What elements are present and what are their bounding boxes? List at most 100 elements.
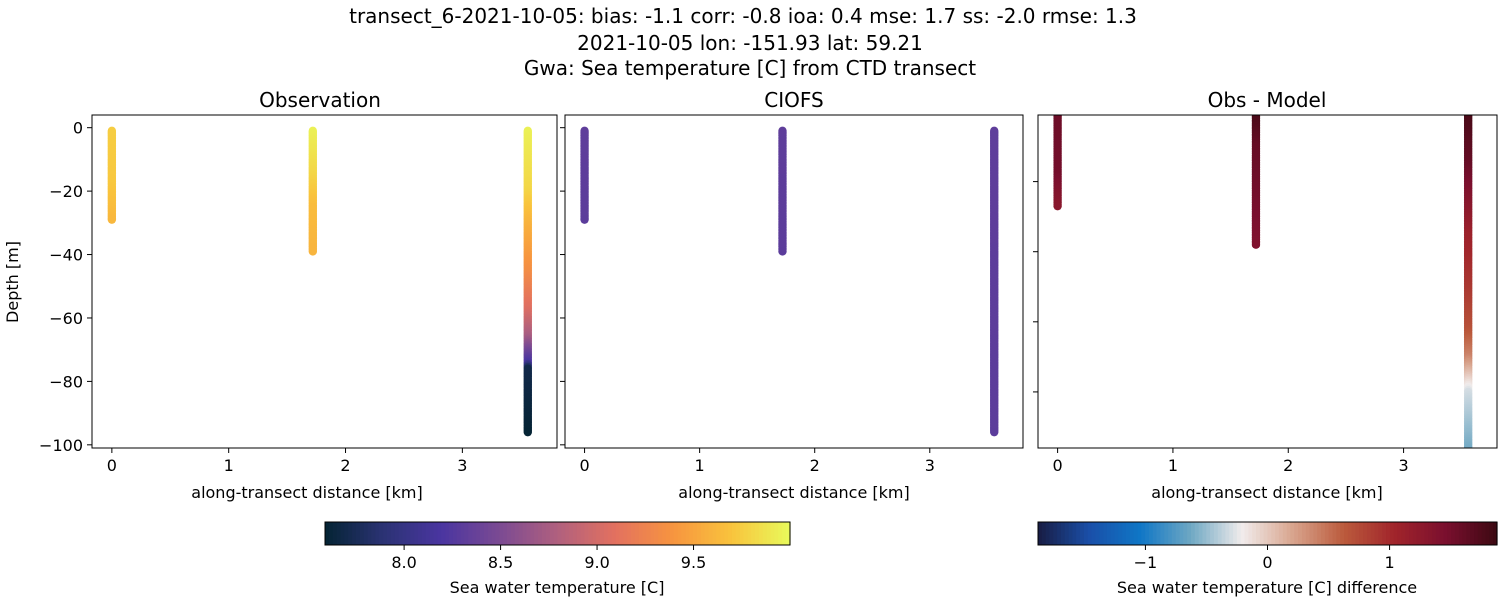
x-tick-label: 0 <box>107 456 117 475</box>
colorbar-swatch <box>592 522 597 545</box>
colorbar-swatch <box>1160 522 1165 545</box>
colorbar-swatch <box>1351 522 1357 545</box>
colorbar-swatch <box>476 522 481 545</box>
colorbar-swatch <box>1458 522 1464 545</box>
colorbar-swatch <box>371 522 376 545</box>
colorbar-swatch <box>1336 522 1341 545</box>
axes-frame <box>564 114 1024 449</box>
x-axis-label-obs-minus-model: along-transect distance [km] <box>1151 483 1382 502</box>
colorbar-swatch <box>619 522 624 545</box>
colorbar-swatch <box>700 522 706 545</box>
data-point-cast-1 <box>308 247 318 256</box>
colorbar-swatch <box>460 522 466 545</box>
panel-1: 0 1 2 3 <box>560 114 1024 475</box>
figure-title-line-2: 2021-10-05 lon: -151.93 lat: 59.21 <box>577 31 923 55</box>
colorbar-swatch <box>542 522 547 545</box>
data-point-cast-2 <box>1463 443 1473 448</box>
colorbar-swatch <box>654 522 659 545</box>
colorbar-swatch <box>1229 522 1234 545</box>
colorbar-swatch <box>1451 522 1456 545</box>
colorbar-swatch <box>1485 522 1490 545</box>
colorbar-swatch <box>1083 522 1089 545</box>
data-point-cast-0 <box>580 215 589 224</box>
colorbar-swatch <box>778 522 783 545</box>
colorbar-tick-label: 8.0 <box>391 553 416 572</box>
colorbar-swatch <box>782 522 787 545</box>
colorbar-swatch <box>1374 522 1380 545</box>
colorbar-swatch <box>1210 522 1215 545</box>
colorbar-swatch <box>646 522 652 545</box>
colorbar-swatch <box>762 522 768 545</box>
axes-frame <box>91 114 558 449</box>
colorbar-swatch <box>1194 522 1200 545</box>
panel-title-obs-minus-model: Obs - Model <box>1208 88 1327 112</box>
colorbar-swatch <box>456 522 462 545</box>
colorbar-swatch <box>1340 522 1345 545</box>
colorbar-swatch <box>1431 522 1437 545</box>
colorbar-swatch <box>1060 522 1066 545</box>
colorbar-swatch <box>1301 522 1307 545</box>
y-tick-label: 0 <box>73 119 83 138</box>
colorbar-swatch <box>1428 522 1433 545</box>
colorbar-swatch <box>514 522 520 545</box>
colorbar-swatch <box>468 522 473 545</box>
colorbar-swatch <box>526 522 531 545</box>
x-tick-label: 2 <box>340 456 350 475</box>
colorbar-swatch <box>735 522 741 545</box>
colorbar-swatch <box>1198 522 1204 545</box>
colorbar-swatch <box>487 522 493 545</box>
colorbar-swatch <box>588 522 593 545</box>
colorbar-swatch <box>1462 522 1467 545</box>
colorbar-swatch <box>1321 522 1326 545</box>
colorbar-swatch <box>1171 522 1177 545</box>
colorbar-swatch <box>573 522 578 545</box>
colorbar-swatch <box>1493 522 1498 545</box>
colorbar-swatch <box>437 522 442 545</box>
colorbar-swatch <box>507 522 512 545</box>
figure-title-line-1: transect_6-2021-10-05: bias: -1.1 corr: … <box>349 4 1137 28</box>
colorbar-swatch <box>367 522 373 545</box>
colorbar-swatch <box>1049 522 1054 545</box>
x-tick-label: 0 <box>579 456 589 475</box>
colorbar-swatch <box>356 522 361 545</box>
colorbar-swatch <box>1290 522 1295 545</box>
axes-frame <box>1037 114 1498 449</box>
colorbar-tick-label: 1 <box>1384 553 1394 572</box>
panel-2: 0 1 2 3 <box>1033 114 1498 475</box>
colorbar-swatch <box>1175 522 1181 545</box>
colorbar-swatch <box>1206 522 1211 545</box>
y-tick-label: −20 <box>49 182 83 201</box>
colorbar-swatch <box>1106 522 1112 545</box>
colorbar-swatch <box>623 522 628 545</box>
colorbar-swatch <box>669 522 675 545</box>
colorbar-swatch <box>1416 522 1422 545</box>
x-tick-label: 1 <box>1168 456 1178 475</box>
colorbar-swatch <box>394 522 400 545</box>
colorbar-swatch <box>530 522 535 545</box>
colorbar-swatch <box>1038 522 1043 545</box>
colorbar-swatch <box>375 522 380 545</box>
colorbar-swatch <box>445 522 450 545</box>
colorbar-swatch <box>402 522 407 545</box>
colorbar-swatch <box>786 522 791 545</box>
colorbar-swatch <box>429 522 435 545</box>
colorbar-swatch <box>553 522 559 545</box>
panel-title-ciofs: CIOFS <box>764 88 823 112</box>
x-tick-label: 2 <box>810 456 820 475</box>
colorbar-swatch <box>1370 522 1376 545</box>
colorbar-swatch <box>1095 522 1100 545</box>
x-axis-label-ciofs: along-transect distance [km] <box>678 483 909 502</box>
colorbar-swatch <box>1122 522 1127 545</box>
cast-points <box>580 126 999 437</box>
x-tick-label: 1 <box>224 456 234 475</box>
colorbar-swatch <box>1252 522 1257 545</box>
colorbar-swatch <box>638 522 644 545</box>
colorbar-swatch <box>1114 522 1119 545</box>
colorbar-swatch <box>452 522 458 545</box>
colorbar-swatch <box>708 522 714 545</box>
x-tick-label: 3 <box>457 456 467 475</box>
colorbar-swatch <box>584 522 590 545</box>
colorbar-swatch <box>1191 522 1196 545</box>
colorbar-swatch <box>1409 522 1414 545</box>
colorbar-swatch <box>642 522 648 545</box>
